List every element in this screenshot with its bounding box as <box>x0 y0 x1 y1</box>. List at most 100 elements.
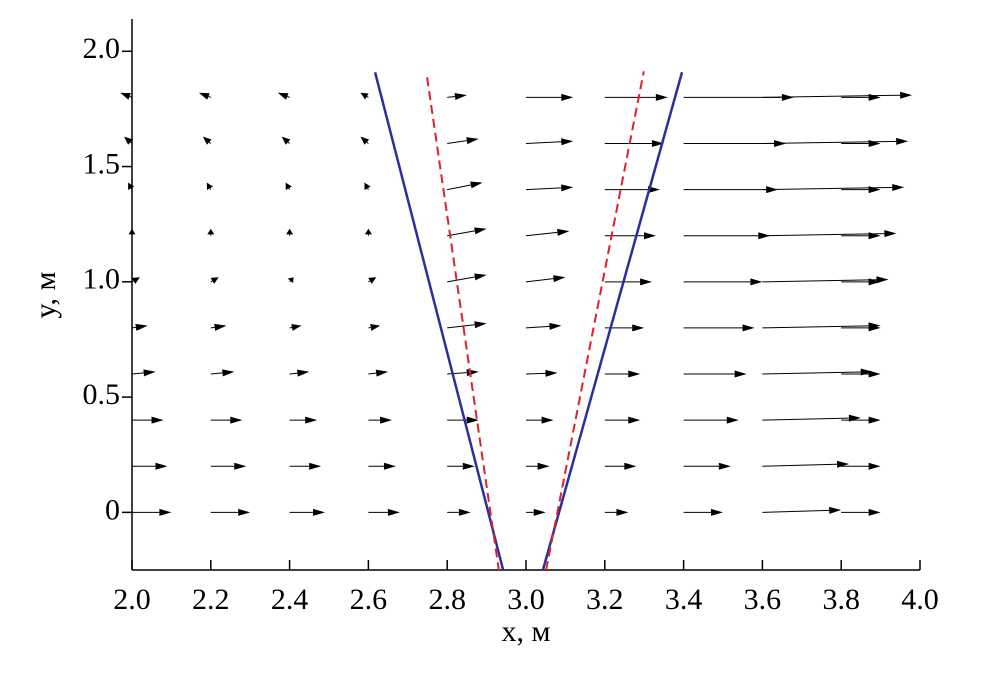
arrow <box>841 186 881 194</box>
arrow-head <box>143 369 156 377</box>
arrow-head <box>466 137 479 145</box>
arrow-shaft <box>131 372 144 375</box>
arrow-head <box>309 462 322 470</box>
arrow-head <box>287 277 294 284</box>
arrow-head <box>655 93 668 101</box>
arrow-head <box>632 324 645 332</box>
arrow-head <box>742 324 755 332</box>
arrow <box>525 369 558 377</box>
arrow-head <box>128 228 136 235</box>
arrow-head <box>549 322 562 330</box>
arrow <box>447 273 487 283</box>
arrow-head <box>286 228 294 235</box>
arrow-head <box>836 460 850 468</box>
arrow-head <box>313 508 326 516</box>
arrow-head <box>896 137 909 145</box>
arrow <box>604 278 653 286</box>
arrow <box>132 462 168 470</box>
arrow <box>360 92 369 100</box>
arrow <box>447 321 487 329</box>
arrow-head <box>151 416 164 424</box>
x-tick-label: 4.0 <box>901 583 939 616</box>
arrow-shaft <box>447 324 475 329</box>
arrow-shaft <box>762 463 838 467</box>
arrow-shaft <box>762 509 830 513</box>
arrow-head <box>360 136 370 145</box>
arrow <box>368 369 389 377</box>
arrow-head <box>364 182 371 190</box>
arrow-head <box>466 369 479 377</box>
arrow <box>526 416 554 424</box>
arrow-head <box>214 323 227 331</box>
arrow <box>364 228 372 236</box>
arrow <box>604 93 668 101</box>
arrow-head <box>644 232 657 240</box>
arrow <box>604 462 637 470</box>
arrow-shaft <box>287 141 290 144</box>
arrow <box>132 416 164 424</box>
arrow <box>604 186 660 194</box>
arrow <box>368 462 396 470</box>
arrow <box>207 228 215 236</box>
arrow <box>281 136 291 145</box>
arrow <box>128 228 136 236</box>
arrow <box>447 137 479 145</box>
x-tick-label: 2.0 <box>113 583 151 616</box>
arrow-head <box>296 369 310 377</box>
x-tick-label: 2.2 <box>192 583 230 616</box>
arrow <box>683 370 747 378</box>
arrow-shaft <box>208 141 212 144</box>
arrow-shaft <box>447 230 475 237</box>
arrow-head <box>868 232 881 240</box>
arrow-head <box>718 462 731 470</box>
arrow-head <box>135 323 148 331</box>
arrow-head <box>305 416 318 424</box>
arrow-head <box>537 462 550 470</box>
arrow <box>368 416 393 424</box>
arrow-head <box>628 370 641 378</box>
arrow-shaft <box>447 95 456 98</box>
arrow-head <box>892 183 905 191</box>
arrow <box>762 91 913 99</box>
arrow-shaft <box>447 184 471 191</box>
arrow-shaft <box>762 371 861 375</box>
arrow-head <box>466 416 479 424</box>
arrow-shaft <box>525 231 558 237</box>
arrow <box>210 277 219 284</box>
arrow <box>762 460 850 468</box>
arrow <box>525 228 570 237</box>
arrow-head <box>207 228 215 235</box>
arrow <box>604 370 641 378</box>
arrow-head <box>291 324 302 331</box>
boundary-line <box>541 71 684 571</box>
arrow-shaft <box>210 280 213 283</box>
arrow-head <box>222 369 235 377</box>
arrow-head <box>541 416 554 424</box>
arrow <box>210 369 235 377</box>
arrow-head <box>277 92 289 100</box>
arrow <box>285 182 292 190</box>
arrow <box>683 416 739 424</box>
arrow <box>120 92 133 100</box>
arrow-head <box>368 277 377 284</box>
arrow <box>210 416 243 424</box>
arrow-head <box>124 136 133 145</box>
arrow <box>447 508 471 516</box>
y-tick-label: 1.0 <box>83 263 121 296</box>
x-tick-label: 3.8 <box>822 583 860 616</box>
arrow-head <box>383 462 396 470</box>
arrow <box>287 277 294 284</box>
arrow <box>604 139 664 147</box>
arrow-shaft <box>208 95 211 98</box>
arrow-shaft <box>289 280 291 283</box>
arrow-head <box>868 324 881 332</box>
arrow-head <box>474 227 487 235</box>
arrow <box>841 508 881 516</box>
arrow <box>447 181 483 191</box>
arrow <box>128 182 135 190</box>
boundary-line <box>373 71 505 571</box>
arrow-shaft <box>447 372 467 375</box>
arrow <box>841 93 881 101</box>
arrow-shaft <box>287 95 290 98</box>
arrow-head <box>624 462 637 470</box>
